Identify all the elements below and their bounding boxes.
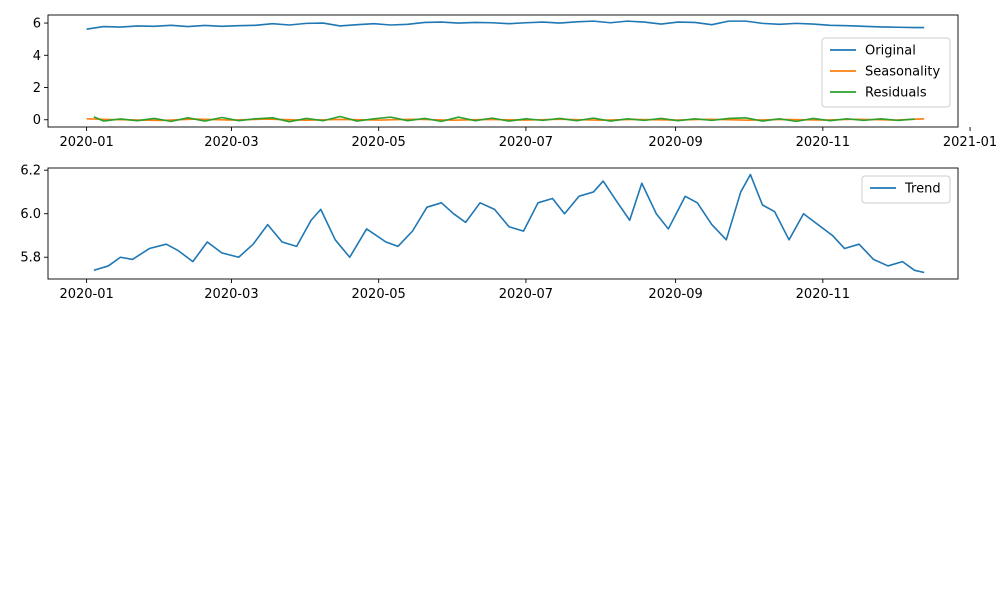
panel-1: 2020-01 2020-03 2020-05 2020-07 2020-09 2020-…	[33, 14, 997, 150]
x-tick-label: 2020-01	[59, 135, 113, 150]
legend-box	[821, 37, 951, 108]
x-tick-label: 2020-09	[648, 287, 702, 302]
series-line-residuals	[93, 115, 915, 123]
y-tick-label: 6	[33, 17, 41, 32]
legend-box	[861, 175, 951, 204]
y-tick-label: 6.2	[20, 164, 41, 179]
x-tick-label: 2020-01	[59, 287, 113, 302]
legend-label: Residuals	[865, 86, 927, 101]
y-tick-label: 2	[33, 81, 41, 96]
x-tick-label: 2020-11	[796, 287, 850, 302]
legend: Original Seasonality Residuals	[821, 37, 951, 108]
y-tick-label: 5.8	[20, 251, 41, 266]
series-line-original	[86, 20, 925, 30]
series-line-trend	[93, 173, 925, 274]
x-tick-label: 2020-03	[204, 287, 258, 302]
legend-label: Trend	[904, 182, 941, 197]
x-tick-label: 2020-03	[204, 135, 258, 150]
legend-label: Seasonality	[865, 65, 940, 80]
x-tick-label: 2020-07	[499, 135, 553, 150]
x-tick-label: 2020-05	[352, 135, 406, 150]
y-tick-label: 0	[33, 113, 41, 128]
legend-label: Original	[865, 44, 916, 59]
legend: Trend	[861, 175, 951, 204]
x-tick-label: 2021-01	[943, 135, 997, 150]
x-tick-label: 2020-09	[648, 135, 702, 150]
axes-frame	[47, 14, 959, 128]
y-tick-label: 6.0	[20, 207, 41, 222]
x-tick-label: 2020-07	[499, 287, 553, 302]
axes-frame	[47, 167, 959, 280]
x-tick-label: 2020-05	[352, 287, 406, 302]
x-tick-label: 2020-11	[796, 135, 850, 150]
panel-2: 2020-01 2020-03 2020-05 2020-07 2020-09 2020-…	[20, 164, 959, 302]
y-tick-label: 4	[33, 49, 41, 64]
